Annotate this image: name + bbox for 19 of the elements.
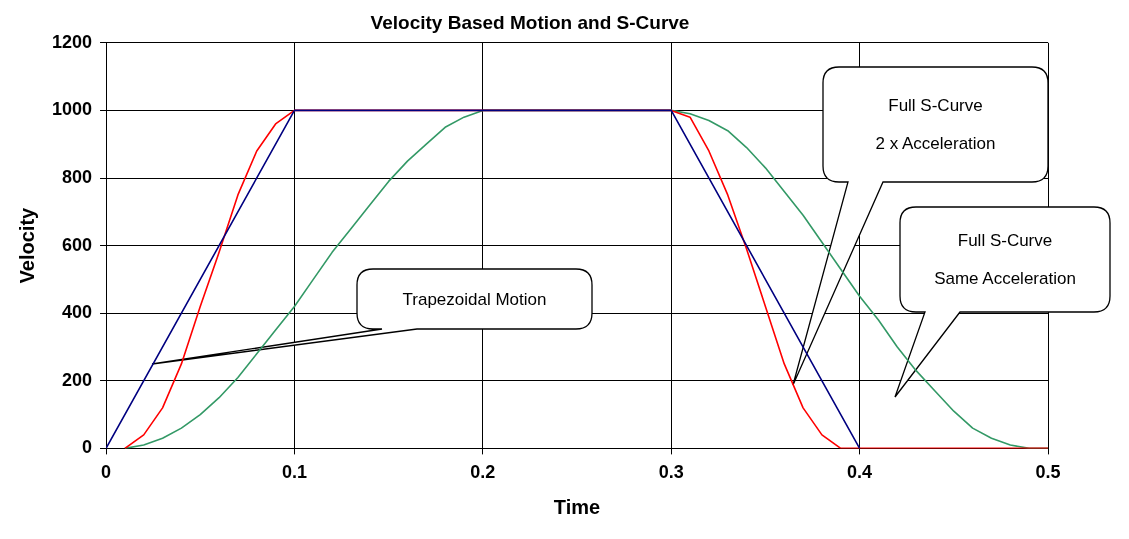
y-tick-label: 1200	[52, 31, 93, 52]
x-tick-label: 0.2	[470, 462, 496, 483]
y-tick-label: 0	[82, 437, 93, 458]
y-tick-label: 800	[62, 166, 93, 187]
chart-title: Velocity Based Motion and S-Curve	[370, 11, 690, 33]
y-tick-label: 1000	[52, 99, 93, 120]
y-tick-label: 400	[62, 302, 93, 323]
y-tick-label: 200	[62, 369, 93, 390]
x-tick-label: 0.5	[1035, 462, 1061, 483]
annotation: Trapezoidal Motion	[402, 289, 547, 309]
x-tick-label: 0	[101, 462, 112, 483]
x-tick-label: 0.1	[281, 462, 307, 483]
annotation: Full S-Curve Same Acceleration	[934, 231, 1076, 288]
x-tick-label: 0.3	[658, 462, 684, 483]
y-tick-label: 600	[62, 234, 93, 255]
y-axis-title: Velocity	[15, 206, 38, 284]
annotation: Full S-Curve 2 x Acceleration	[875, 96, 996, 153]
x-axis-title: Time	[553, 495, 601, 518]
x-tick-label: 0.4	[847, 462, 873, 483]
